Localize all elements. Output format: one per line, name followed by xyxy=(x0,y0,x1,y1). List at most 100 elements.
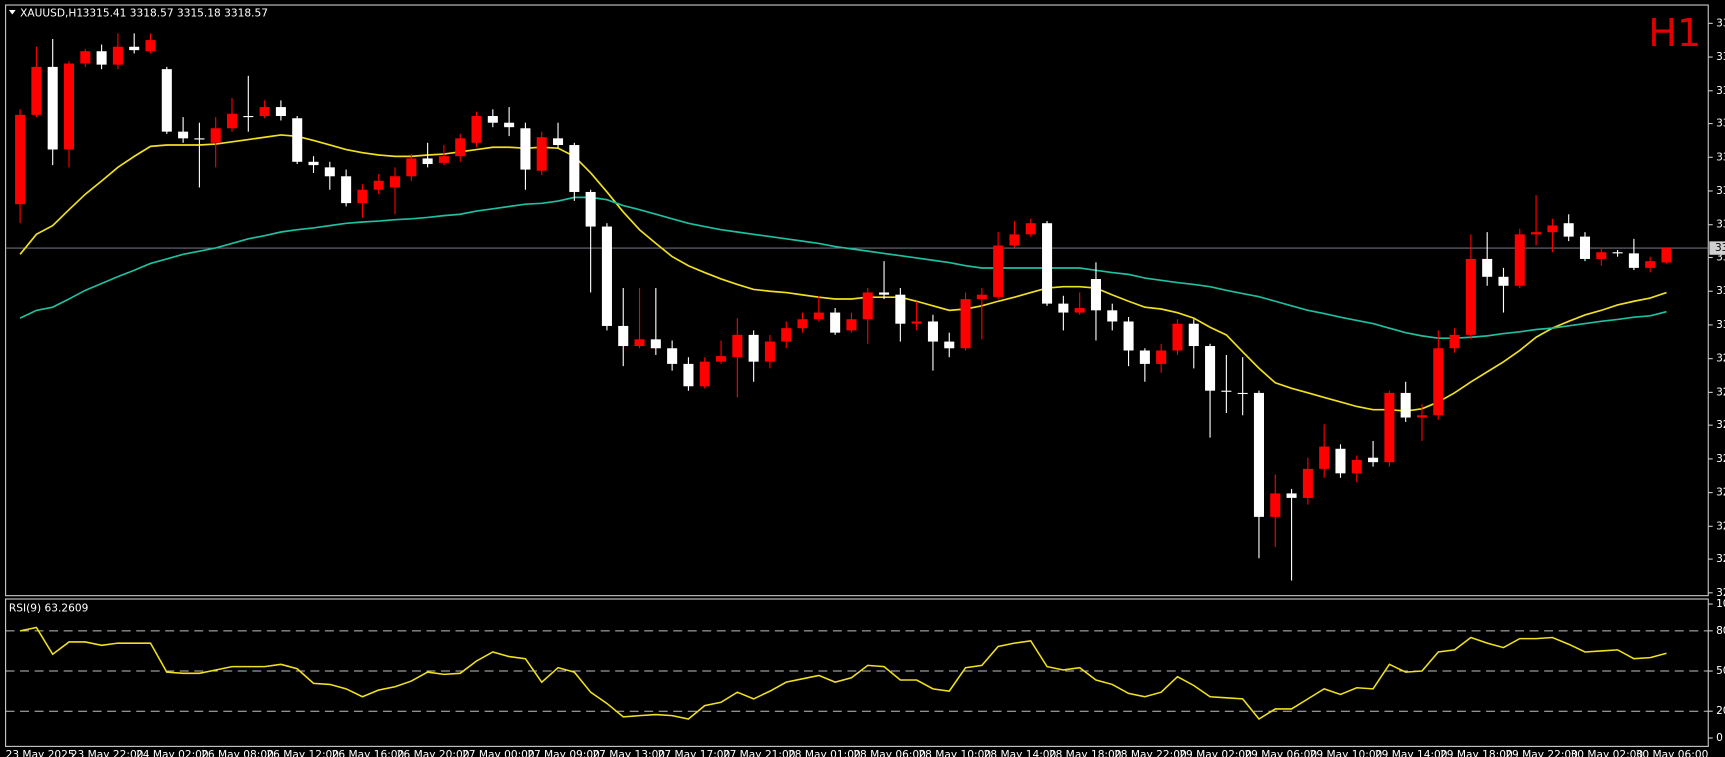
candle-body xyxy=(1237,392,1248,395)
x-tick-label: 26 May 08:00 xyxy=(201,749,274,757)
candle-body xyxy=(178,131,189,139)
candle-body xyxy=(699,361,710,387)
candle-body xyxy=(846,319,857,331)
x-tick-label: 29 May 06:00 xyxy=(1244,749,1317,757)
candle-body xyxy=(1465,258,1476,335)
candle-body xyxy=(911,321,922,324)
x-tick-label: 27 May 13:00 xyxy=(592,749,665,757)
candle-body xyxy=(1270,493,1281,517)
y-tick-label: 3360.50 xyxy=(1716,51,1725,63)
candle-body xyxy=(341,176,352,204)
ohlc-header: 3315.41 3318.57 3315.18 3318.57 xyxy=(83,7,268,19)
candle-body xyxy=(585,191,596,227)
candle-body xyxy=(471,116,482,143)
x-tick-label: 26 May 16:00 xyxy=(332,749,405,757)
candle-body xyxy=(1628,253,1639,268)
y-tick-label: 3338.50 xyxy=(1716,151,1725,163)
x-tick-label: 28 May 14:00 xyxy=(984,749,1057,757)
candle-body xyxy=(145,40,156,52)
y-tick-label: 80 xyxy=(1716,625,1725,637)
candle-body xyxy=(667,348,678,364)
y-tick-label: 3367.90 xyxy=(1716,17,1725,29)
candle-body xyxy=(1205,346,1216,391)
header-arrow xyxy=(8,10,16,15)
x-tick-label: 29 May 02:00 xyxy=(1179,749,1252,757)
candle-body xyxy=(1221,390,1232,392)
candle-body xyxy=(1433,348,1444,416)
y-tick-label: 0 xyxy=(1716,732,1723,744)
x-tick-label: 24 May 02:00 xyxy=(136,749,209,757)
candle-body xyxy=(308,161,319,166)
candle-body xyxy=(1514,234,1525,286)
candle-body xyxy=(650,339,661,349)
candle-body xyxy=(618,325,629,347)
rsi-line xyxy=(19,626,1667,721)
candle-body xyxy=(781,328,792,342)
candle-body xyxy=(1596,252,1607,259)
candle-body xyxy=(1042,223,1053,304)
candle-body xyxy=(716,356,727,362)
x-tick-label: 26 May 12:00 xyxy=(266,749,339,757)
candle-body xyxy=(732,334,743,358)
candle-body xyxy=(259,107,270,117)
rsi-title: RSI(9) 63.2609 xyxy=(9,603,88,615)
x-tick-label: 28 May 10:00 xyxy=(918,749,991,757)
candle-body xyxy=(830,312,841,333)
candle-body xyxy=(1384,392,1395,463)
candle-body xyxy=(1107,310,1118,322)
y-tick-label: 3279.70 xyxy=(1716,419,1725,431)
candle-body xyxy=(129,46,140,51)
x-tick-label: 29 May 18:00 xyxy=(1440,749,1513,757)
y-tick-label: 3286.90 xyxy=(1716,386,1725,398)
x-tick-label: 30 May 06:00 xyxy=(1636,749,1709,757)
candle-body xyxy=(1123,321,1134,351)
x-tick-label: 27 May 00:00 xyxy=(462,749,535,757)
candle-body xyxy=(960,299,971,349)
candle-body xyxy=(1172,323,1183,351)
candle-body xyxy=(389,176,401,188)
candle-body xyxy=(683,363,694,387)
candle-body xyxy=(1612,252,1623,254)
candle-body xyxy=(422,158,433,165)
x-tick-label: 28 May 06:00 xyxy=(853,749,926,757)
candle-body xyxy=(569,145,580,192)
candle-body xyxy=(1498,276,1509,286)
candle-body xyxy=(1009,234,1020,246)
candle-body xyxy=(438,156,449,163)
candle-body xyxy=(879,292,890,295)
main-frame xyxy=(5,4,1709,597)
x-tick-label: 29 May 10:00 xyxy=(1310,749,1383,757)
candle-body xyxy=(1025,223,1036,235)
candle-body xyxy=(520,128,531,170)
candle-body xyxy=(63,63,75,150)
candle-body xyxy=(80,51,91,64)
x-tick-label: 27 May 21:00 xyxy=(723,749,796,757)
x-tick-label: 29 May 22:00 xyxy=(1505,749,1578,757)
candle-body xyxy=(553,138,564,146)
candle-body xyxy=(275,107,286,117)
candle-body xyxy=(993,245,1004,297)
candle-body xyxy=(1058,303,1069,313)
candle-body xyxy=(1645,261,1656,268)
candle-body xyxy=(1188,323,1199,347)
candle-body xyxy=(813,312,824,320)
x-tick-label: 28 May 22:00 xyxy=(1114,749,1187,757)
candle-body xyxy=(1253,392,1264,517)
candle-body xyxy=(601,226,612,326)
y-tick-label: 3353.10 xyxy=(1716,85,1725,97)
rsi-frame xyxy=(5,598,1709,747)
x-tick-label: 23 May 2025 xyxy=(6,749,75,757)
y-tick-label: 3242.90 xyxy=(1716,587,1725,599)
candle-body xyxy=(487,116,498,123)
moving-average xyxy=(19,196,1667,339)
candle-body xyxy=(764,341,775,362)
candle-body xyxy=(373,180,384,190)
y-tick-label: 100 xyxy=(1716,598,1725,610)
candle-body xyxy=(406,158,417,177)
candle-body xyxy=(1090,279,1101,311)
candle-body xyxy=(1579,236,1591,259)
candle-body xyxy=(634,339,645,347)
